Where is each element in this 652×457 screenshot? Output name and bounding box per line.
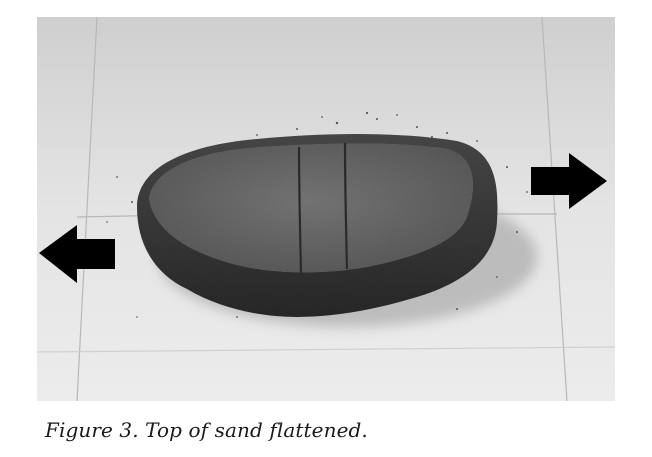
figure-photo <box>37 17 615 401</box>
figure-caption: Figure 3. Top of sand flattened. <box>45 418 368 442</box>
tile-seams <box>37 17 615 401</box>
arrow-right-icon <box>531 153 607 209</box>
arrow-left-icon <box>39 225 115 283</box>
sand-pile-top <box>149 143 473 273</box>
sand-grooves <box>297 142 349 276</box>
